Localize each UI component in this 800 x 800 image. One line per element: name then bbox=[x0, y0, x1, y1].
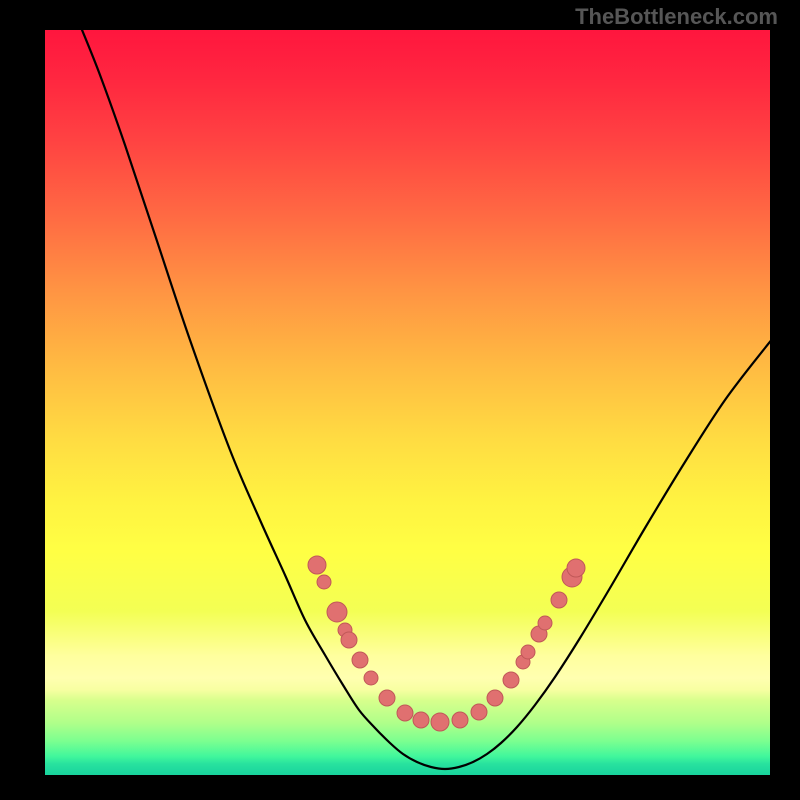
data-marker bbox=[364, 671, 378, 685]
data-marker bbox=[521, 645, 535, 659]
data-marker bbox=[551, 592, 567, 608]
bottleneck-curve bbox=[80, 30, 770, 769]
data-marker bbox=[352, 652, 368, 668]
data-marker bbox=[452, 712, 468, 728]
data-marker bbox=[317, 575, 331, 589]
data-marker bbox=[431, 713, 449, 731]
data-marker bbox=[487, 690, 503, 706]
data-marker bbox=[397, 705, 413, 721]
data-marker bbox=[503, 672, 519, 688]
data-marker bbox=[413, 712, 429, 728]
data-marker bbox=[538, 616, 552, 630]
watermark-source: TheBottleneck.com bbox=[575, 4, 778, 30]
chart-canvas bbox=[45, 30, 770, 775]
data-marker bbox=[308, 556, 326, 574]
data-marker bbox=[327, 602, 347, 622]
data-marker bbox=[341, 632, 357, 648]
plot-area bbox=[45, 30, 770, 775]
data-marker bbox=[567, 559, 585, 577]
data-marker bbox=[379, 690, 395, 706]
data-marker bbox=[471, 704, 487, 720]
